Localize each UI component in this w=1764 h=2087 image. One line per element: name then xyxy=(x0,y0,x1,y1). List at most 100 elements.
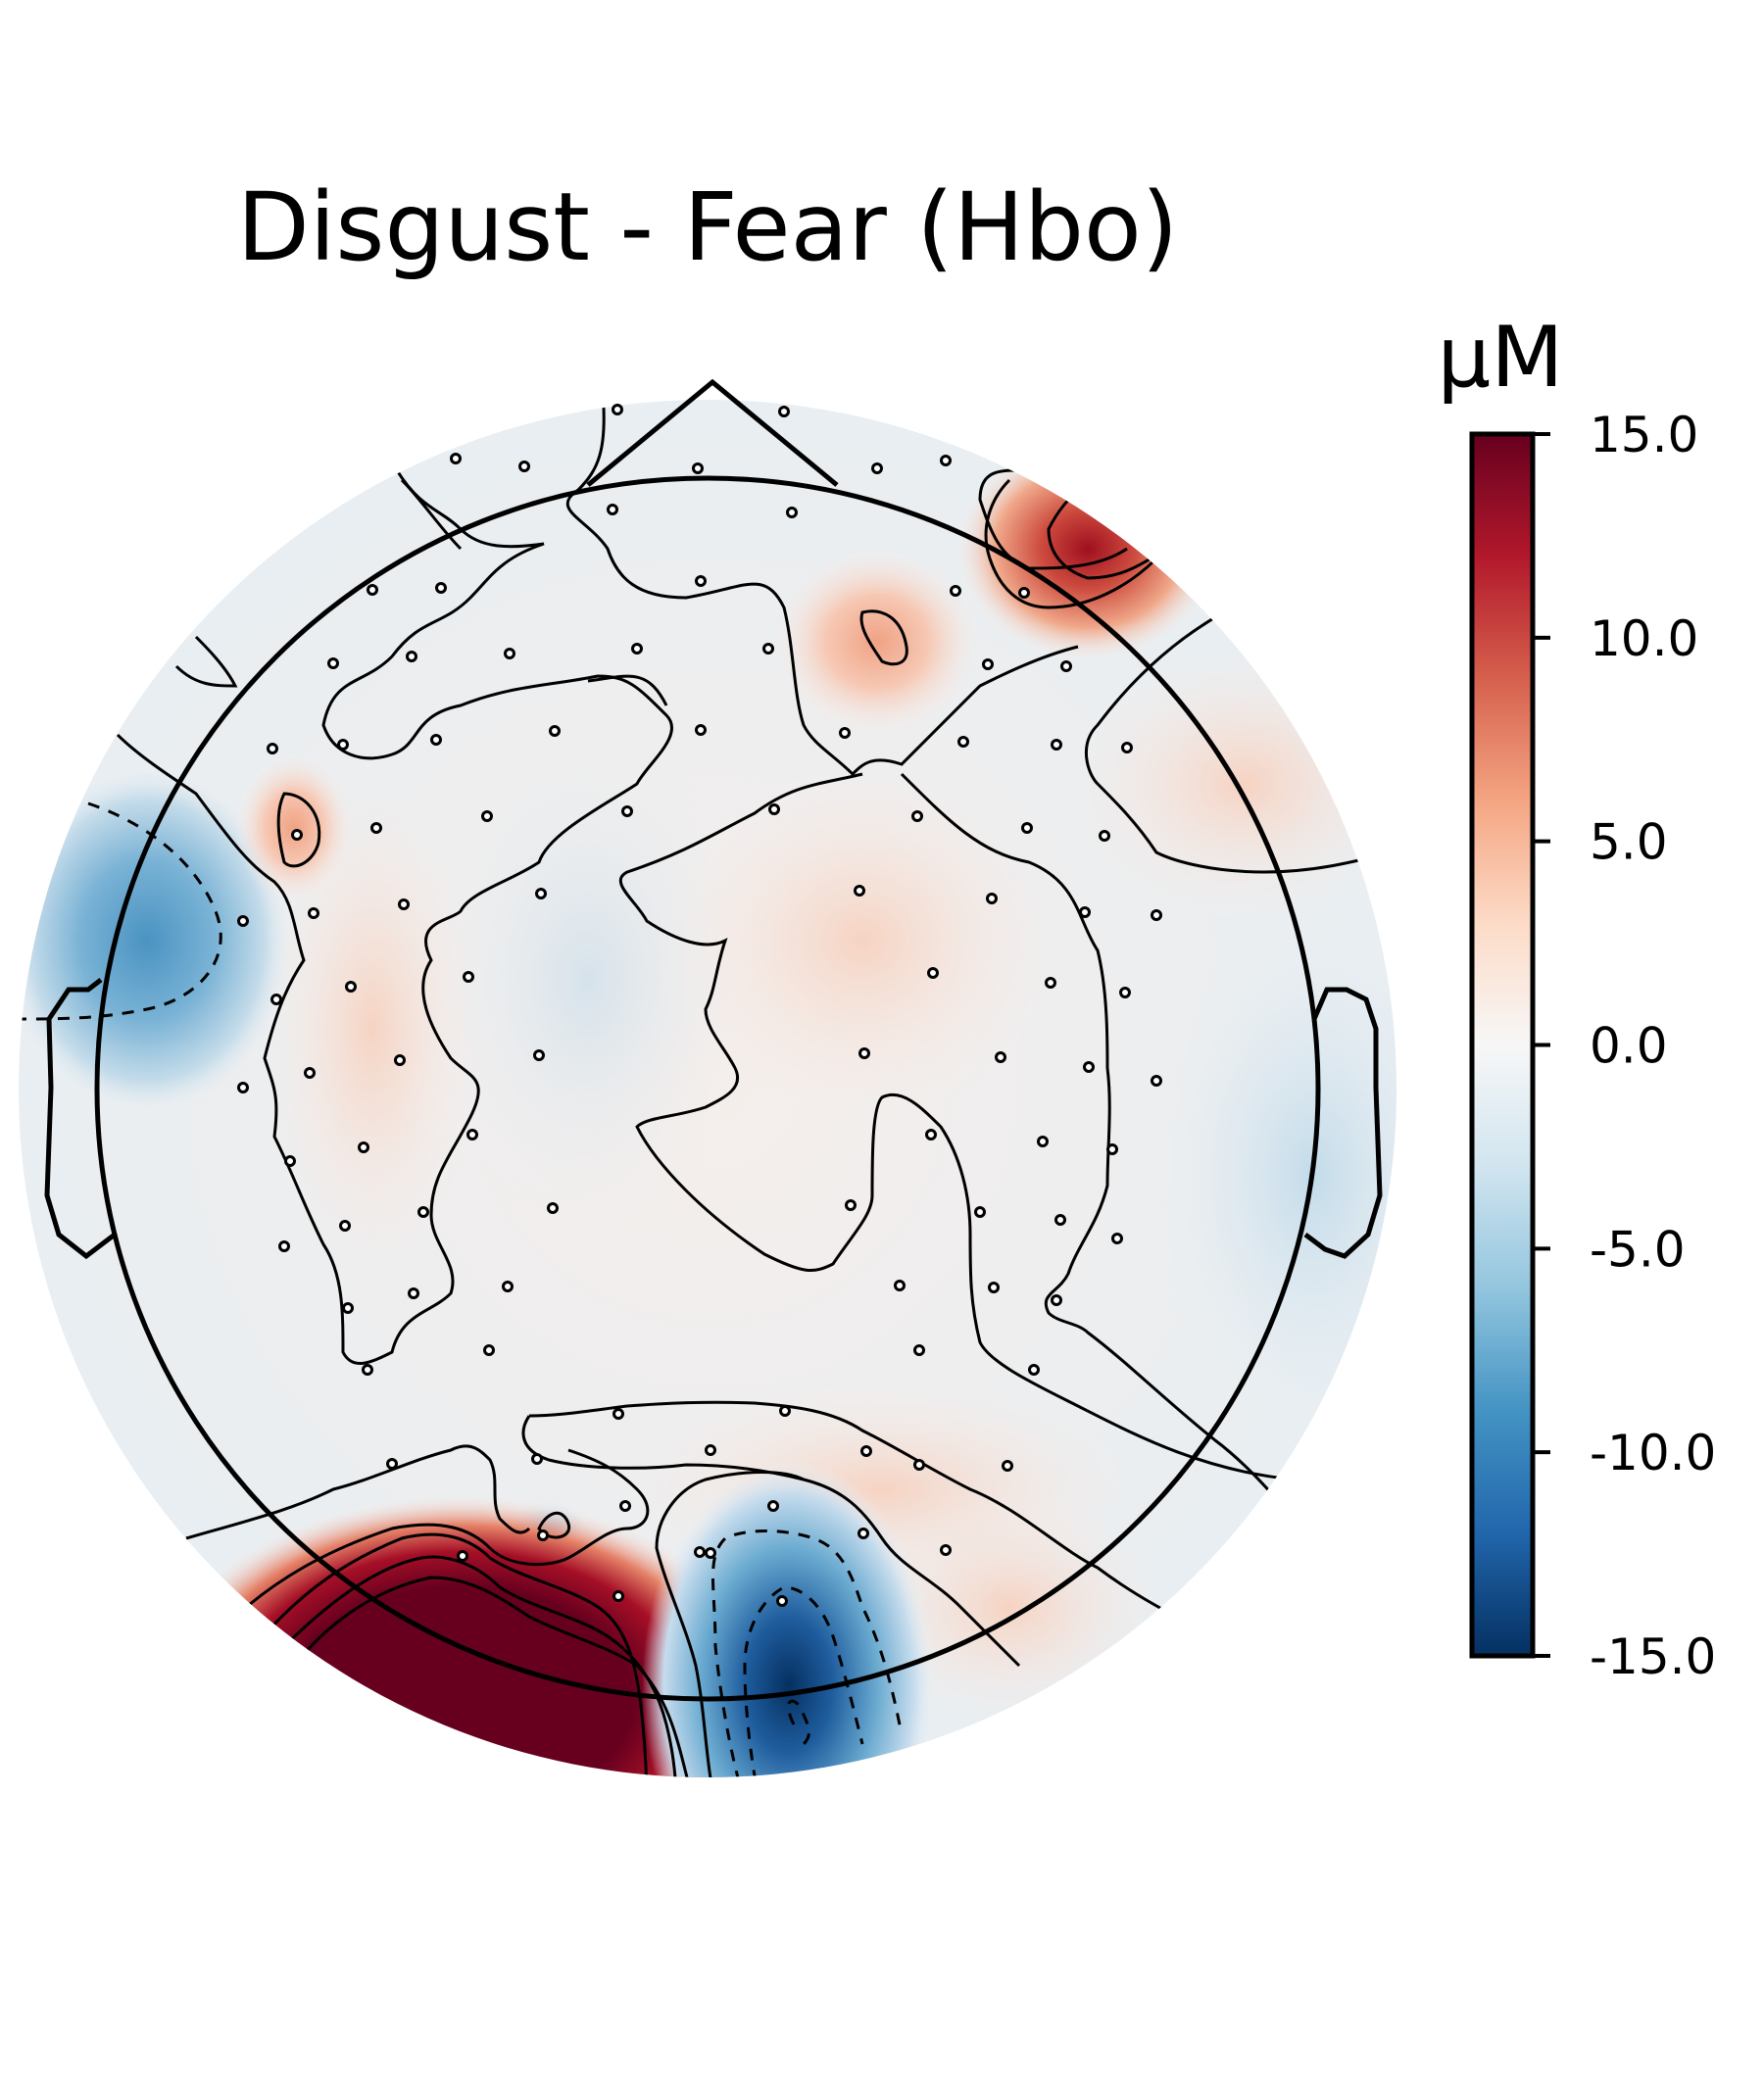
contour-blue-dash-1 xyxy=(711,1529,904,1777)
sensor-marker xyxy=(762,643,774,655)
contour-lines xyxy=(19,400,1393,1777)
sensor-marker xyxy=(1051,739,1062,751)
sensor-marker xyxy=(367,584,378,596)
field-orange-frontal xyxy=(774,549,980,735)
sensor-marker xyxy=(1051,1294,1062,1306)
sensor-marker xyxy=(692,462,704,474)
sensor-marker xyxy=(607,504,618,515)
sensor-marker xyxy=(1111,1233,1123,1244)
sensor-marker xyxy=(1037,1136,1049,1147)
contour-tr-2 xyxy=(984,478,1158,609)
sensor-marker xyxy=(995,1051,1006,1063)
contour-blue-small xyxy=(537,1511,571,1539)
contour-top-left xyxy=(400,478,463,551)
sensor-marker xyxy=(537,1529,549,1541)
sensor-marker xyxy=(308,907,319,919)
head-circle xyxy=(94,475,1321,1702)
field-peach-upper-right xyxy=(1068,647,1396,921)
sensor-marker xyxy=(1045,977,1056,989)
sensor-marker xyxy=(619,1500,631,1512)
colorbar-tick-label: 0.0 xyxy=(1590,1018,1668,1075)
sensor-marker xyxy=(1106,1143,1118,1155)
topomap-field xyxy=(19,400,1396,1777)
contour-mid-right xyxy=(618,772,1295,1481)
contour-blue-outer xyxy=(655,1471,805,1777)
sensor-marker xyxy=(858,1047,870,1059)
sensor-marker xyxy=(1018,587,1030,599)
sensor-marker xyxy=(270,994,282,1005)
contour-top-small xyxy=(859,609,908,666)
contour-tr-1 xyxy=(978,468,1128,570)
sensor-marker xyxy=(940,1544,952,1556)
sensor-marker xyxy=(925,1129,937,1141)
sensor-marker xyxy=(533,1049,545,1061)
sensor-marker xyxy=(612,404,623,415)
sensor-marker xyxy=(974,1206,986,1218)
colorbar-tick-label: -5.0 xyxy=(1590,1221,1686,1278)
sensor-marker xyxy=(982,658,994,670)
left-ear-icon xyxy=(44,978,117,1260)
sensor-marker xyxy=(1060,660,1072,672)
nose-icon xyxy=(586,378,839,487)
sensor-marker xyxy=(860,1445,872,1457)
sensor-marker xyxy=(278,1240,290,1252)
head-outline xyxy=(44,378,1383,1702)
contour-frontal xyxy=(565,400,1079,777)
right-ear-icon xyxy=(1303,987,1383,1259)
contour-left-dash xyxy=(19,801,222,1021)
sensor-marker xyxy=(1121,742,1133,753)
sensor-marker xyxy=(894,1280,906,1291)
sensor-marker xyxy=(1151,1075,1162,1087)
contour-upper-left xyxy=(116,469,673,1366)
contour-red-outer xyxy=(223,1448,650,1628)
sensor-marker xyxy=(778,406,790,417)
sensor-marker xyxy=(858,1528,869,1539)
sensor-marker xyxy=(911,810,923,822)
sensor-marker xyxy=(337,739,349,751)
sensor-marker xyxy=(237,1082,249,1093)
sensor-marker xyxy=(430,734,442,746)
chart-title: Disgust - Fear (Hbo) xyxy=(237,172,1178,282)
sensor-marker xyxy=(768,803,780,815)
sensor-marker xyxy=(786,507,798,518)
contour-right xyxy=(900,772,1305,1530)
sensor-marker xyxy=(466,1129,478,1141)
contour-tl-corner xyxy=(174,635,238,688)
sensor-marker xyxy=(531,1453,543,1465)
sensor-marker xyxy=(776,1595,788,1607)
colorbar-unit-label: µM xyxy=(1438,309,1564,407)
sensor-marker xyxy=(612,1408,624,1420)
sensor-marker xyxy=(913,1344,925,1356)
sensor-marker xyxy=(986,893,998,904)
contour-red-2 xyxy=(272,1555,678,1777)
sensor-marker xyxy=(408,1287,419,1299)
field-blue-left xyxy=(19,764,294,1117)
sensor-marker xyxy=(304,1067,316,1079)
sensor-marker xyxy=(339,1220,351,1232)
contour-blue-dash-2 xyxy=(743,1585,864,1777)
sensor-marker xyxy=(612,1590,624,1602)
colorbar-gradient xyxy=(1469,431,1536,1659)
sensor-marker xyxy=(237,915,249,927)
sensor-marker xyxy=(940,455,952,466)
sensor-marker xyxy=(291,829,303,841)
sensor-marker xyxy=(483,1344,495,1356)
sensor-marker xyxy=(621,805,633,817)
contour-lower-left xyxy=(185,1444,531,1540)
colorbar-tick-label: -10.0 xyxy=(1590,1425,1716,1481)
sensor-marker xyxy=(463,971,474,983)
field-peach-center xyxy=(666,764,1058,1117)
sensor-marker xyxy=(779,1405,791,1417)
contour-blue-dash-3 xyxy=(787,1699,810,1746)
sensor-marker xyxy=(695,575,707,587)
sensor-marker xyxy=(435,582,447,594)
sensor-marker xyxy=(327,657,339,669)
sensor-marker xyxy=(417,1206,429,1218)
contour-mid-left xyxy=(587,674,668,706)
field-blue-center xyxy=(421,725,755,1235)
sensor-marker xyxy=(547,1202,559,1214)
sensor-markers xyxy=(237,404,1162,1607)
sensor-marker xyxy=(457,1550,468,1562)
sensor-marker xyxy=(284,1155,296,1167)
